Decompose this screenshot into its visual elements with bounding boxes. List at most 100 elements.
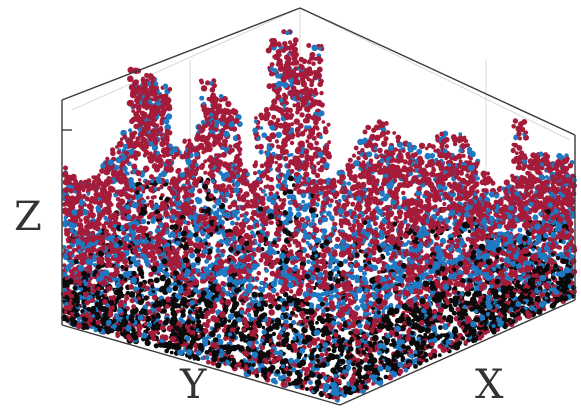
scatter-point	[274, 160, 279, 165]
scatter-point	[218, 195, 223, 199]
scatter-point	[128, 264, 133, 269]
scatter-point	[167, 87, 173, 92]
scatter-point	[350, 201, 356, 207]
scatter-point	[224, 108, 231, 115]
scatter-point	[372, 334, 379, 342]
scatter-point	[175, 240, 181, 246]
scatter-point	[327, 140, 331, 145]
scatter-point	[443, 297, 448, 302]
scatter-point	[289, 140, 295, 146]
scatter-point	[236, 216, 241, 221]
scatter-point	[197, 188, 203, 194]
scatter-point	[464, 290, 472, 297]
scatter-point	[273, 121, 280, 127]
scatter-point	[309, 198, 316, 205]
scatter-point	[249, 215, 255, 221]
scatter-point	[150, 195, 155, 200]
scatter-point	[254, 116, 258, 120]
scatter-point	[475, 176, 480, 181]
scatter-point	[259, 287, 266, 294]
scatter-point	[131, 304, 137, 310]
scatter-point	[189, 192, 195, 198]
scatter-point	[384, 339, 390, 346]
scatter-point	[116, 150, 122, 155]
scatter-point	[176, 246, 181, 251]
scatter-point	[353, 160, 360, 167]
scatter-point	[319, 352, 325, 358]
scatter-point	[317, 167, 322, 172]
scatter-point	[200, 356, 205, 361]
scatter-point	[300, 146, 306, 151]
scatter-point	[137, 266, 143, 273]
scatter-point	[294, 314, 298, 318]
scatter-point	[227, 313, 235, 320]
scatter-point	[385, 251, 391, 256]
scatter-point	[247, 204, 252, 209]
scatter-point	[255, 340, 259, 345]
scatter-point	[216, 338, 224, 346]
scatter-point	[416, 148, 423, 155]
scatter-point	[171, 154, 177, 160]
scatter-point	[397, 223, 404, 230]
scatter-point	[347, 157, 353, 163]
scatter-point	[356, 156, 361, 161]
scatter-point	[319, 301, 326, 307]
scatter-point	[442, 315, 447, 320]
scatter-point	[80, 309, 85, 314]
scatter-point	[200, 120, 206, 125]
scatter-point	[248, 296, 253, 301]
scatter-point	[362, 129, 368, 135]
scatter-point	[259, 126, 264, 130]
scatter-point	[294, 128, 300, 134]
scatter-point	[252, 163, 258, 169]
scatter-point	[292, 103, 297, 108]
scatter-point	[324, 301, 330, 307]
scatter-point	[452, 311, 458, 316]
scatter-point	[275, 117, 281, 123]
scatter-point	[200, 279, 205, 284]
scatter-point	[299, 217, 305, 223]
scatter-point	[156, 187, 161, 192]
scatter-point	[190, 268, 197, 274]
scatter-point	[127, 75, 134, 83]
scatter-point	[552, 272, 556, 277]
scatter-point	[453, 315, 460, 322]
scatter-point	[305, 240, 310, 245]
scatter-point	[240, 205, 247, 211]
scatter-point	[275, 269, 282, 275]
scatter-point	[290, 127, 294, 132]
scatter-point	[465, 143, 470, 148]
scatter-point	[164, 198, 169, 203]
scatter-point	[458, 132, 463, 137]
scatter-point	[91, 179, 96, 184]
scatter-point	[234, 221, 239, 226]
scatter-point	[374, 153, 378, 158]
scatter-point	[153, 277, 160, 284]
scatter-point	[277, 179, 282, 184]
scatter-point	[276, 144, 281, 149]
scatter-point	[303, 353, 308, 358]
scatter-point	[315, 320, 319, 325]
scatter-point	[282, 81, 289, 89]
scatter-point	[166, 286, 173, 294]
scatter-point	[380, 253, 385, 258]
scatter-point	[62, 263, 67, 268]
scatter-point	[461, 153, 466, 158]
scatter-point	[199, 80, 204, 85]
scatter-point	[227, 319, 232, 323]
scatter-point	[289, 289, 294, 294]
scatter-point	[437, 353, 442, 358]
scatter-point	[299, 384, 304, 389]
scatter-point	[63, 165, 68, 171]
scatter-point	[190, 262, 197, 269]
scatter-point	[128, 194, 133, 199]
scatter-point	[325, 394, 329, 399]
scatter-point	[221, 328, 227, 333]
scatter-point	[538, 211, 543, 217]
scatter-point	[264, 277, 268, 282]
scatter-point	[256, 169, 262, 175]
scatter-point	[261, 325, 266, 330]
scatter-point	[305, 139, 310, 144]
scatter-point	[258, 149, 264, 155]
scatter-point	[322, 145, 330, 152]
